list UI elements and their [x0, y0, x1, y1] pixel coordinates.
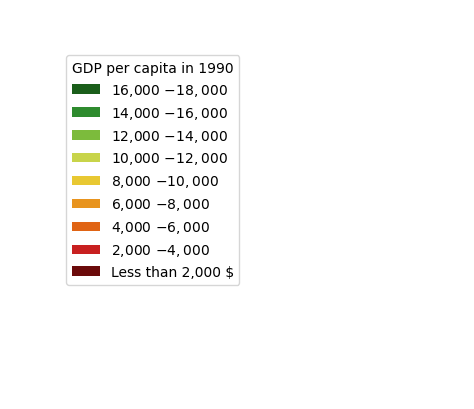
Legend: 16,000 $ - 18,000 $, 14,000 $ - 16,000 $, 12,000 $ - 14,000 $, 10,000 $ - 12,000: 16,000 $ - 18,000 $, 14,000 $ - 16,000 $…	[66, 56, 239, 285]
